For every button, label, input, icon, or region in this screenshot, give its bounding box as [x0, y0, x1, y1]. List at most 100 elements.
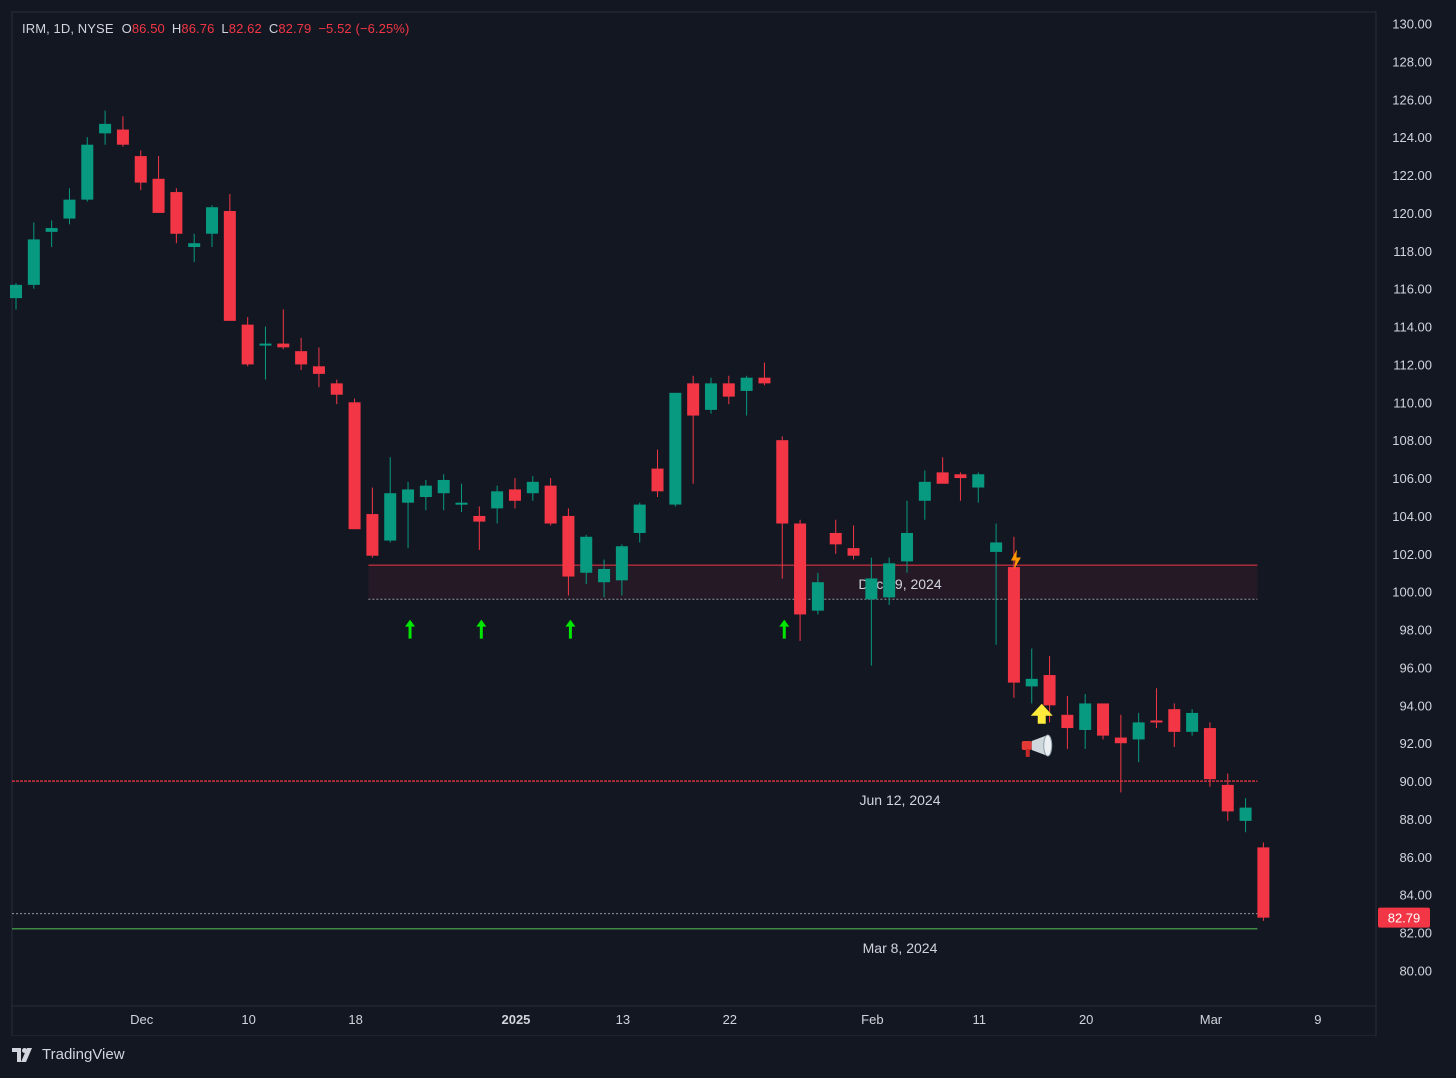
- candle-body: [384, 493, 397, 541]
- candle: [633, 502, 646, 543]
- candle-body: [1025, 678, 1038, 687]
- candle-body: [918, 481, 931, 501]
- candle: [259, 326, 272, 380]
- candle-body: [223, 211, 236, 321]
- level-label: Dec 19, 2024: [858, 576, 941, 592]
- candle: [45, 220, 58, 247]
- candle-body: [188, 243, 201, 247]
- time-tick-label: 10: [241, 1012, 255, 1027]
- candle: [63, 188, 76, 225]
- buy-signal-arrow-icon: [405, 619, 416, 639]
- candle-body: [651, 468, 664, 492]
- high-value: 86.76: [181, 21, 215, 36]
- candle-body: [526, 481, 539, 494]
- price-tick-label: 86.00: [1399, 850, 1432, 865]
- price-tick-label: 110.00: [1393, 395, 1432, 410]
- price-tick-label: 116.00: [1393, 282, 1432, 297]
- time-tick-label: Feb: [861, 1012, 883, 1027]
- candle: [277, 309, 290, 350]
- candle-body: [1186, 712, 1199, 732]
- candle-body: [722, 383, 735, 397]
- price-tick-label: 112.00: [1393, 357, 1432, 372]
- candle: [1025, 648, 1038, 704]
- candle-body: [366, 514, 379, 556]
- candle-body: [241, 324, 254, 365]
- candle: [544, 478, 557, 526]
- candle-body: [615, 546, 628, 581]
- candle-body: [455, 502, 468, 505]
- candles: [10, 110, 1270, 921]
- last-price-label: 82.79: [1388, 911, 1421, 926]
- candle: [954, 472, 967, 501]
- time-tick-label: 22: [723, 1012, 737, 1027]
- brand-name: TradingView: [42, 1046, 125, 1063]
- chart-markers: [405, 549, 1053, 758]
- price-axis[interactable]: [1376, 12, 1442, 1036]
- candle-body: [901, 532, 913, 562]
- candle: [437, 474, 450, 511]
- close-value: 82.79: [278, 21, 312, 36]
- candle: [990, 523, 1003, 645]
- price-tick-label: 100.00: [1392, 585, 1432, 600]
- price-tick-label: 114.00: [1393, 320, 1432, 335]
- candle: [1221, 773, 1234, 821]
- time-tick-label: Mar: [1200, 1012, 1223, 1027]
- price-tick-label: 96.00: [1399, 660, 1432, 675]
- candle: [402, 481, 415, 549]
- candle: [972, 472, 985, 503]
- candle: [27, 222, 40, 289]
- candle: [704, 377, 717, 414]
- price-tick-label: 122.00: [1392, 168, 1432, 183]
- candle: [241, 317, 254, 367]
- candle-body: [794, 523, 807, 615]
- candle-body: [1221, 784, 1234, 812]
- candle: [491, 485, 504, 524]
- candle: [188, 233, 201, 263]
- change-value: −5.52 (−6.25%): [318, 21, 410, 36]
- candle-body: [134, 156, 147, 183]
- candle-body: [45, 228, 58, 232]
- tradingview-brand[interactable]: TradingView: [12, 1046, 125, 1063]
- arrow-shape: [405, 619, 416, 639]
- close-label: C: [268, 21, 279, 36]
- price-tick-label: 108.00: [1392, 433, 1432, 448]
- candle-body: [1114, 737, 1127, 744]
- price-tick-label: 84.00: [1399, 888, 1432, 903]
- symbol-label[interactable]: IRM, 1D, NYSE: [22, 21, 114, 36]
- candle: [10, 282, 22, 310]
- candle: [829, 519, 842, 554]
- candle: [936, 457, 949, 484]
- candle-body: [847, 548, 860, 556]
- plot-area[interactable]: [11, 11, 1377, 1037]
- megaphone-bell: [1043, 734, 1053, 757]
- candle-body: [954, 474, 967, 479]
- price-tick-label: 130.00: [1392, 17, 1432, 32]
- candle: [722, 375, 735, 405]
- arrow-shape: [476, 619, 487, 639]
- candle: [794, 519, 807, 641]
- last-price-badge: [1378, 907, 1430, 928]
- candle-body: [508, 489, 521, 501]
- arrow-shape: [1030, 703, 1053, 724]
- price-tick-label: 128.00: [1392, 54, 1432, 69]
- candle-body: [10, 284, 22, 299]
- megaphone-handle: [1021, 741, 1032, 751]
- candle: [598, 559, 611, 598]
- candle-body: [27, 239, 40, 285]
- ohlc-legend: IRM, 1D, NYSE O 86.50 H 86.76 L 82.62 C …: [22, 21, 416, 36]
- candle: [223, 193, 236, 321]
- level-label: Mar 8, 2024: [863, 940, 938, 956]
- candle: [1168, 703, 1181, 748]
- candle-body: [1097, 703, 1110, 736]
- candle: [562, 508, 575, 596]
- megaphone-grip: [1025, 749, 1030, 758]
- price-tick-label: 82.00: [1399, 926, 1432, 941]
- candle-body: [473, 515, 486, 522]
- candle: [901, 500, 913, 573]
- candle-body: [1007, 567, 1020, 683]
- price-axis-ticks: 130.00 128.00 126.00 124.00 122.00 120.00 118.…: [1378, 17, 1432, 979]
- candle-body: [776, 440, 789, 524]
- candle: [348, 398, 361, 530]
- open-value: 86.50: [131, 21, 165, 36]
